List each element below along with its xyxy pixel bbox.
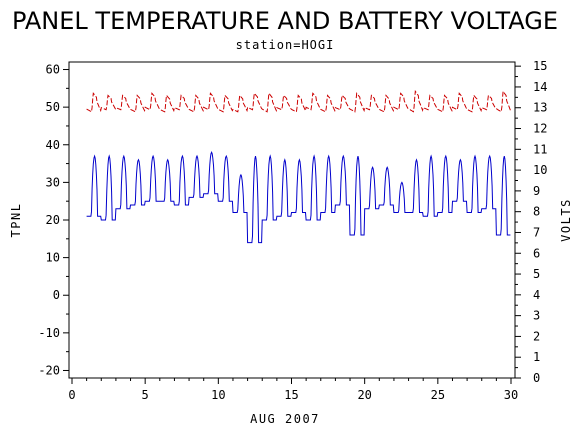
y-left-tick-label: 30 <box>46 175 60 189</box>
x-tick-label: 25 <box>431 388 445 402</box>
x-tick-label: 15 <box>284 388 298 402</box>
ticks: 0 5 10 15 20 25 30-20-100102030405060012345678… <box>38 59 547 402</box>
y-left-tick-label: 50 <box>46 100 60 114</box>
chart-subtitle: station=HOGI <box>236 38 335 52</box>
y-right-tick-label: 2 <box>533 329 540 343</box>
x-tick-label: 20 <box>357 388 371 402</box>
y-right-tick-label: 9 <box>533 184 540 198</box>
series-line-voltage <box>86 89 511 113</box>
y-axis-label-right: VOLTS <box>559 198 570 242</box>
y-right-tick-label: 7 <box>533 225 540 239</box>
y-left-tick-label: -10 <box>38 326 60 340</box>
y-right-tick-label: 15 <box>533 59 547 73</box>
y-right-tick-label: 3 <box>533 309 540 323</box>
y-right-tick-label: 6 <box>533 246 540 260</box>
y-right-tick-label: 14 <box>533 80 547 94</box>
y-right-tick-label: 5 <box>533 267 540 281</box>
y-left-tick-label: 40 <box>46 138 60 152</box>
y-axis-label-left: TPNL <box>9 203 23 238</box>
y-right-tick-label: 0 <box>533 371 540 385</box>
y-right-tick-label: 10 <box>533 163 547 177</box>
y-right-tick-label: 11 <box>533 142 547 156</box>
chart-title: PANEL TEMPERATURE AND BATTERY VOLTAGE <box>12 7 558 35</box>
y-left-tick-label: 60 <box>46 63 60 77</box>
series-line-temperature <box>86 151 511 244</box>
y-right-tick-label: 4 <box>533 288 540 302</box>
y-right-tick-label: 13 <box>533 101 547 115</box>
x-axis-label: AUG 2007 <box>250 412 320 426</box>
y-left-tick-label: 20 <box>46 213 60 227</box>
x-tick-label: 0 <box>68 388 75 402</box>
y-left-tick-label: -20 <box>38 363 60 377</box>
x-tick-label: 10 <box>211 388 225 402</box>
y-left-tick-label: 10 <box>46 251 60 265</box>
y-left-tick-label: 0 <box>53 288 60 302</box>
x-tick-label: 30 <box>504 388 518 402</box>
x-tick-label: 5 <box>142 388 149 402</box>
y-right-tick-label: 12 <box>533 122 547 136</box>
y-right-tick-label: 8 <box>533 205 540 219</box>
series-layer <box>86 89 511 244</box>
y-right-tick-label: 1 <box>533 350 540 364</box>
